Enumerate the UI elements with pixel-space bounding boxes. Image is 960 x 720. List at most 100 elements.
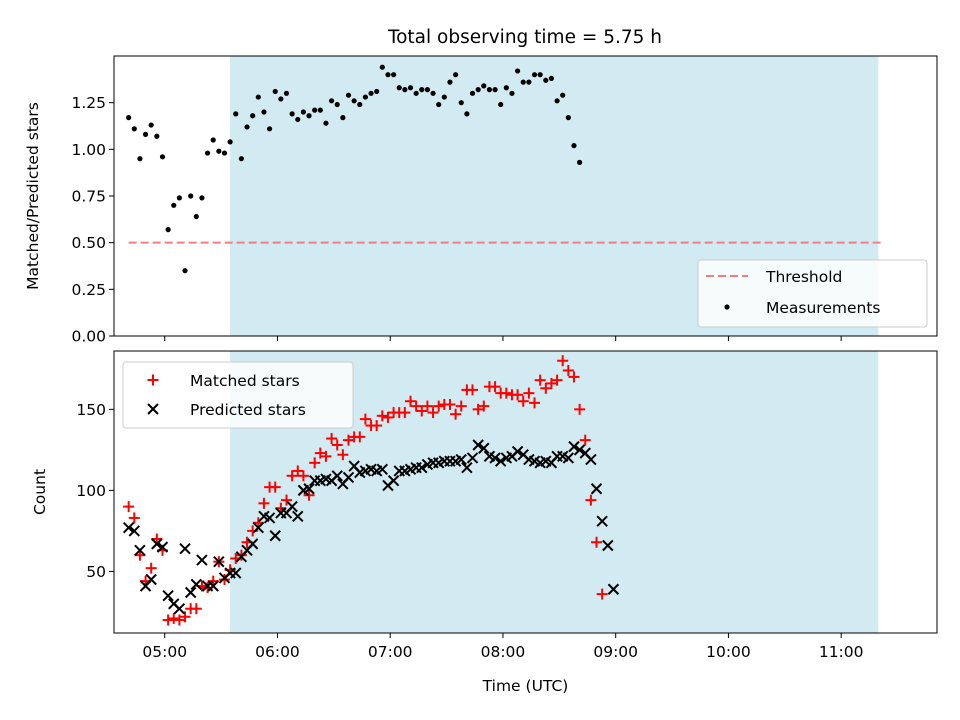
- matched-point: [303, 489, 315, 501]
- predicted-point: [292, 510, 304, 523]
- x-stroke: [376, 463, 389, 476]
- measurement-point: [526, 79, 532, 85]
- x-stroke: [151, 538, 163, 550]
- measurement-point: [154, 133, 160, 139]
- matched-point: [123, 501, 135, 513]
- predicted-point: [179, 543, 191, 555]
- measurement-point: [171, 202, 177, 208]
- x-stroke: [387, 474, 400, 487]
- x-stroke: [348, 460, 360, 472]
- predicted-point: [602, 539, 614, 552]
- measurement-point: [176, 195, 182, 201]
- measurement-point: [402, 87, 408, 93]
- x-stroke: [342, 471, 355, 484]
- x-stroke: [179, 543, 191, 555]
- measurement-point: [199, 195, 205, 201]
- predicted-point: [207, 580, 219, 592]
- predicted-point: [590, 483, 603, 495]
- measurement-point: [142, 131, 149, 137]
- x-stroke: [303, 483, 315, 495]
- matched-point: [320, 450, 332, 462]
- predicted-point: [173, 602, 186, 615]
- matched-point: [162, 614, 174, 626]
- predicted-point: [461, 461, 473, 474]
- predicted-point: [156, 541, 169, 553]
- measurement-point: [328, 98, 335, 104]
- predicted-point: [342, 471, 355, 484]
- matched-point: [421, 400, 433, 412]
- matched-point: [269, 481, 281, 493]
- x-tick-label: 05:00: [142, 643, 187, 661]
- matched-point: [472, 403, 484, 415]
- measurement-point: [261, 109, 267, 115]
- y-tick-label: 0.00: [71, 328, 106, 346]
- measurement-point: [159, 154, 166, 160]
- predicted-point: [466, 452, 479, 464]
- ratio-legend-box: [697, 259, 928, 328]
- matched-point: [128, 512, 140, 524]
- matched-point: [478, 400, 490, 412]
- predicted-point: [190, 578, 203, 591]
- legend-measurements-label: Measurements: [766, 299, 881, 317]
- y-tick-label: 50: [86, 563, 106, 581]
- measurement-point: [148, 122, 154, 128]
- predicted-point: [585, 453, 597, 466]
- measurement-point: [345, 92, 352, 98]
- x-stroke: [472, 439, 484, 451]
- ratio-x-ticks: [164, 336, 842, 341]
- legend-predicted-label: Predicted stars: [190, 401, 306, 419]
- count-legend-box: [122, 361, 354, 429]
- measurement-point: [317, 107, 323, 113]
- matched-point: [455, 400, 467, 412]
- chart-title: Total observing time = 5.75 h: [387, 27, 662, 48]
- measurement-point: [210, 137, 216, 143]
- measurement-point: [385, 72, 391, 78]
- x-stroke: [461, 461, 473, 474]
- legend-predicted-swatch: [147, 403, 159, 415]
- measurement-point: [565, 115, 571, 121]
- matched-point: [292, 465, 304, 477]
- matched-point: [512, 389, 524, 401]
- predicted-point: [568, 440, 580, 453]
- measurement-point: [560, 92, 566, 98]
- matched-point: [258, 497, 270, 509]
- measurement-point: [272, 88, 278, 95]
- x-stroke: [145, 573, 157, 586]
- x-stroke: [365, 463, 377, 476]
- x-stroke: [568, 440, 580, 453]
- predicted-point: [286, 500, 298, 513]
- matched-point: [523, 387, 535, 399]
- matched-point: [591, 536, 603, 548]
- predicted-point: [455, 453, 467, 466]
- x-stroke: [269, 530, 281, 542]
- predicted-point: [196, 554, 208, 566]
- measurement-point: [486, 87, 493, 93]
- x-stroke: [590, 483, 603, 495]
- measurement-point: [233, 111, 239, 117]
- measurement-point: [216, 148, 222, 154]
- matched-point: [399, 407, 411, 419]
- measurement-point: [131, 126, 137, 132]
- x-stroke: [489, 452, 501, 464]
- matched-point: [467, 384, 479, 396]
- measurement-point: [238, 156, 244, 162]
- legend-matched-swatch: [147, 374, 159, 386]
- matched-point: [534, 374, 546, 386]
- ratio-y-axis-label: Matched/Predicted stars: [24, 102, 42, 290]
- x-stroke: [168, 598, 180, 610]
- measurement-point: [126, 115, 132, 121]
- measurement-point: [374, 88, 380, 95]
- measurement-point: [548, 75, 555, 81]
- x-stroke: [585, 453, 597, 466]
- predicted-point: [303, 483, 315, 495]
- x-stroke: [320, 473, 332, 485]
- predicted-point: [472, 439, 484, 451]
- matched-point: [450, 408, 462, 420]
- matched-point: [179, 611, 191, 623]
- measurement-point: [577, 159, 583, 165]
- matched-point: [337, 449, 349, 461]
- x-stroke: [190, 578, 203, 591]
- matched-point: [376, 410, 388, 422]
- matched-point: [286, 470, 298, 482]
- measurement-point: [447, 79, 453, 85]
